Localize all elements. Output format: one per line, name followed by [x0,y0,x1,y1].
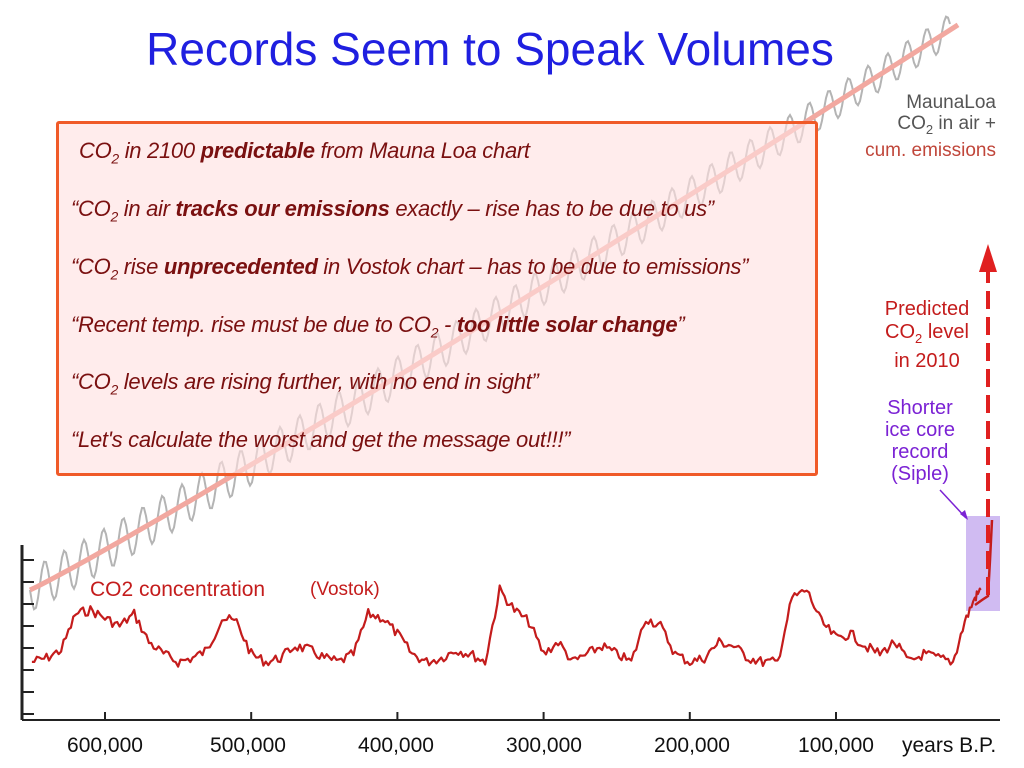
x-tick-label: 200,000 [654,734,730,757]
predicted-label-line3: in 2010 [894,350,960,372]
maunaloa-label-line1: MaunaLoa [906,92,996,113]
siple-pointer-head [960,510,968,520]
quote-1: CO2 in 2100 predictable from Mauna Loa c… [79,138,530,167]
predicted-arrow-head [979,244,997,272]
x-axis-ticks [104,712,837,720]
siple-box [966,516,1000,611]
x-tick-label: 600,000 [67,734,143,757]
quote-2: “CO2 in air tracks our emissions exactly… [71,196,714,225]
quote-5: “CO2 levels are rising further, with no … [71,369,539,398]
x-tick-label: 300,000 [506,734,582,757]
quote-3: “CO2 rise unprecedented in Vostok chart … [71,254,749,283]
maunaloa-label: MaunaLoa CO2 in air + cum. emissions [865,92,996,161]
siple-label-line3: record [891,441,949,463]
siple-label-line4: (Siple) [891,463,949,485]
x-tick-label: 500,000 [210,734,286,757]
siple-label-line1: Shorter [887,397,953,419]
vostok-line [31,584,982,668]
quote-box: CO2 in 2100 predictable from Mauna Loa c… [56,121,818,476]
predicted-label-line2: CO2 level [885,321,969,346]
series-label: CO2 concentration [90,578,266,601]
series-source-label: (Vostok) [310,579,380,600]
quote-4: “Recent temp. rise must be due to CO2 - … [71,312,685,341]
x-tick-label: 100,000 [798,734,874,757]
siple-line [974,519,994,607]
maunaloa-label-line2: CO2 in air + [897,113,996,137]
quote-6: “Let's calculate the worst and get the m… [71,427,571,452]
x-tick-label: 400,000 [358,734,434,757]
predicted-label-line1: Predicted [884,298,970,320]
siple-label: Shorter ice core record (Siple) [870,397,970,485]
predicted-label: Predicted CO2 level in 2010 [868,298,986,373]
x-axis-title: years B.P. [902,734,997,757]
maunaloa-label-line3: cum. emissions [865,139,996,161]
siple-label-line2: ice core [884,419,956,441]
page-title: Records Seem to Speak Volumes [146,23,834,75]
y-axis [20,545,34,720]
